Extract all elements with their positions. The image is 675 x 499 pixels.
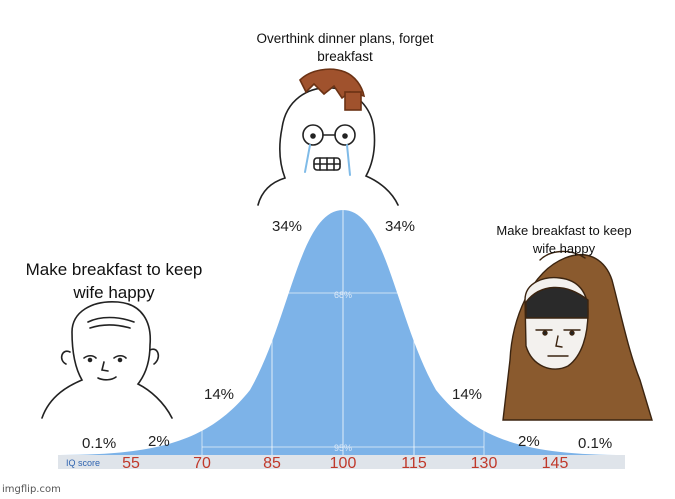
range-label-68: 68%: [334, 290, 352, 300]
percent-label: 34%: [272, 218, 302, 235]
percent-label: 0.1%: [578, 435, 612, 452]
hooded-monk-wojak-character: [502, 250, 653, 421]
percent-label: 2%: [148, 433, 170, 450]
caption-top: Overthink dinner plans, forget breakfast: [256, 31, 434, 65]
percent-label: 14%: [452, 386, 482, 403]
range-label-95: 95%: [334, 443, 352, 453]
caption-right: Make breakfast to keep wife happy: [496, 223, 632, 256]
iq-axis-band: [58, 455, 625, 469]
iq-tick-label: 100: [330, 455, 357, 472]
iq-tick-label: 85: [263, 455, 281, 472]
percent-label: 2%: [518, 433, 540, 450]
percent-label: 0.1%: [82, 435, 116, 452]
percent-label: 34%: [385, 218, 415, 235]
simple-wojak-character: [41, 301, 173, 419]
percent-label: 14%: [204, 386, 234, 403]
watermark: imgflip.com: [2, 484, 61, 495]
iq-tick-label: 130: [471, 455, 498, 472]
iq-tick-label: 145: [542, 455, 569, 472]
iq-tick-label: 55: [122, 455, 140, 472]
iq-axis-title: IQ score: [66, 458, 100, 468]
crying-nerd-wojak-character: [257, 68, 399, 206]
caption-left: Make breakfast to keep wife happy: [25, 260, 203, 302]
iq-tick-label: 115: [401, 455, 427, 472]
iq-tick-label: 70: [193, 455, 211, 472]
bell-curve-chart: 0.1% 2% 14% 34% 34% 14% 2% 0.1% 68% 95% …: [58, 210, 626, 472]
